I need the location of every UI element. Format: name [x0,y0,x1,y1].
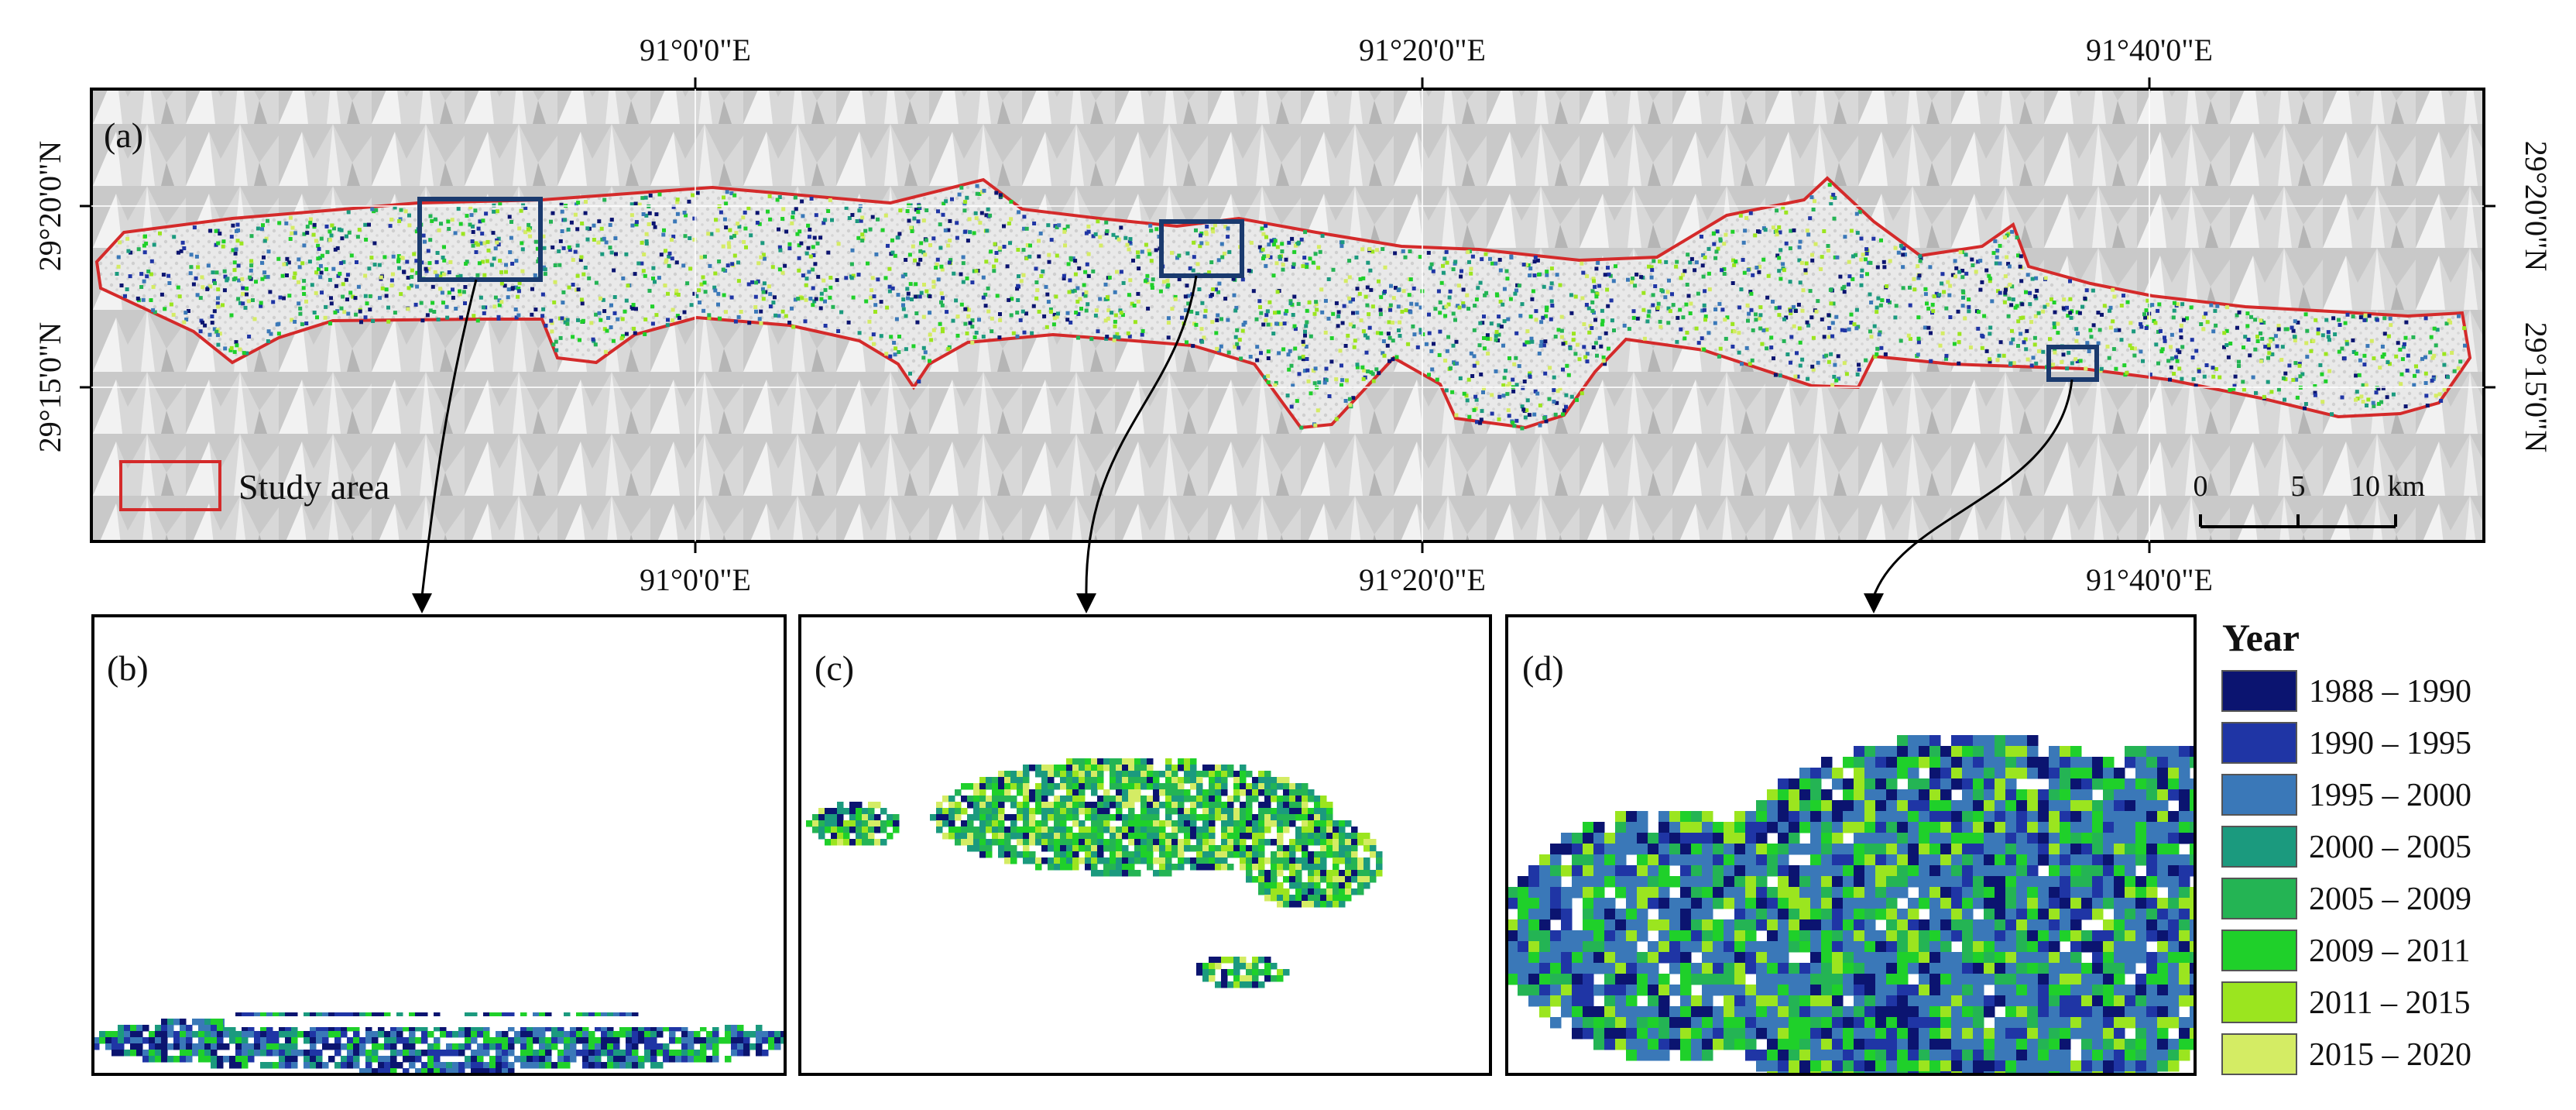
scale-tick-10: 10 km [2351,470,2425,503]
bottom-lon-3: 91°40'0"E [2086,562,2213,597]
scale-tick-0: 0 [2194,470,2208,503]
zoom-panel-c: (c) [798,614,1492,1076]
panel-label-c: (c) [815,648,854,688]
year-legend-label-1988-1990: 1988 – 1990 [2309,674,2471,710]
right-lat-2: 29°15'0"N [2519,322,2554,452]
year-legend-label-2009-2011: 2009 – 2011 [2309,933,2470,969]
year-legend-swatch-2015-2020 [2221,1033,2297,1075]
year-legend-label-1990-1995: 1990 – 1995 [2309,726,2471,761]
year-legend-swatch-1988-1990 [2221,670,2297,712]
year-legend-swatch-1995-2000 [2221,774,2297,816]
scale-tick-5: 5 [2291,470,2306,503]
year-legend-swatch-2011-2015 [2221,981,2297,1023]
year-legend-swatch-2009-2011 [2221,930,2297,971]
overview-map: (a) Study area 0 5 10 km [80,77,2495,553]
coordinate-labels: 91°0'0"E 91°20'0"E 91°40'0"E 91°0'0"E 91… [33,33,2554,597]
year-legend-label-2000-2005: 2000 – 2005 [2309,830,2471,865]
panel-label-b: (b) [107,648,149,688]
study-area-legend-label: Study area [238,467,389,507]
year-legend: Year 1988 – 1990 1990 – 1995 1995 – 2000 20… [2221,616,2471,1075]
left-lat-2: 29°15'0"N [33,322,67,452]
bottom-lon-1: 91°0'0"E [640,562,751,597]
connector-b [420,279,478,597]
scale-bar: 0 5 10 km [2194,470,2425,528]
year-legend-swatch-1990-1995 [2221,722,2297,764]
right-lat-1: 29°20'0"N [2519,141,2554,271]
panel-label-a: (a) [104,115,143,155]
zoom-panel-d: (d) [1505,614,2197,1076]
zoom-connectors [420,275,2073,597]
year-legend-label-2011-2015: 2011 – 2015 [2309,985,2470,1021]
year-legend-label-2005-2009: 2005 – 2009 [2309,881,2471,917]
forest-year-pixels-overview [115,183,2467,431]
zoom-box-b [417,197,543,282]
arrowhead-c [1076,593,1096,613]
zoom-panel-b: (b) [91,614,787,1076]
study-area-legend-swatch [119,460,221,511]
left-lat-1: 29°20'0"N [33,141,67,271]
top-lon-1: 91°0'0"E [640,33,751,67]
zoom-box-d [2046,345,2099,382]
zoom-box-c [1159,219,1244,278]
overview-frame [90,88,2485,543]
year-legend-label-2015-2020: 2015 – 2020 [2309,1037,2471,1073]
year-legend-title: Year [2222,616,2300,659]
top-lon-2: 91°20'0"E [1359,33,1486,67]
arrowhead-b [412,593,432,613]
year-legend-swatch-2000-2005 [2221,826,2297,868]
connector-c [1085,275,1198,597]
year-legend-swatch-2005-2009 [2221,878,2297,919]
arrowhead-d [1864,593,1884,613]
top-lon-3: 91°40'0"E [2086,33,2213,67]
panel-label-d: (d) [1522,648,1564,688]
connector-d [1872,379,2073,597]
bottom-lon-2: 91°20'0"E [1359,562,1486,597]
year-legend-label-1995-2000: 1995 – 2000 [2309,778,2471,813]
